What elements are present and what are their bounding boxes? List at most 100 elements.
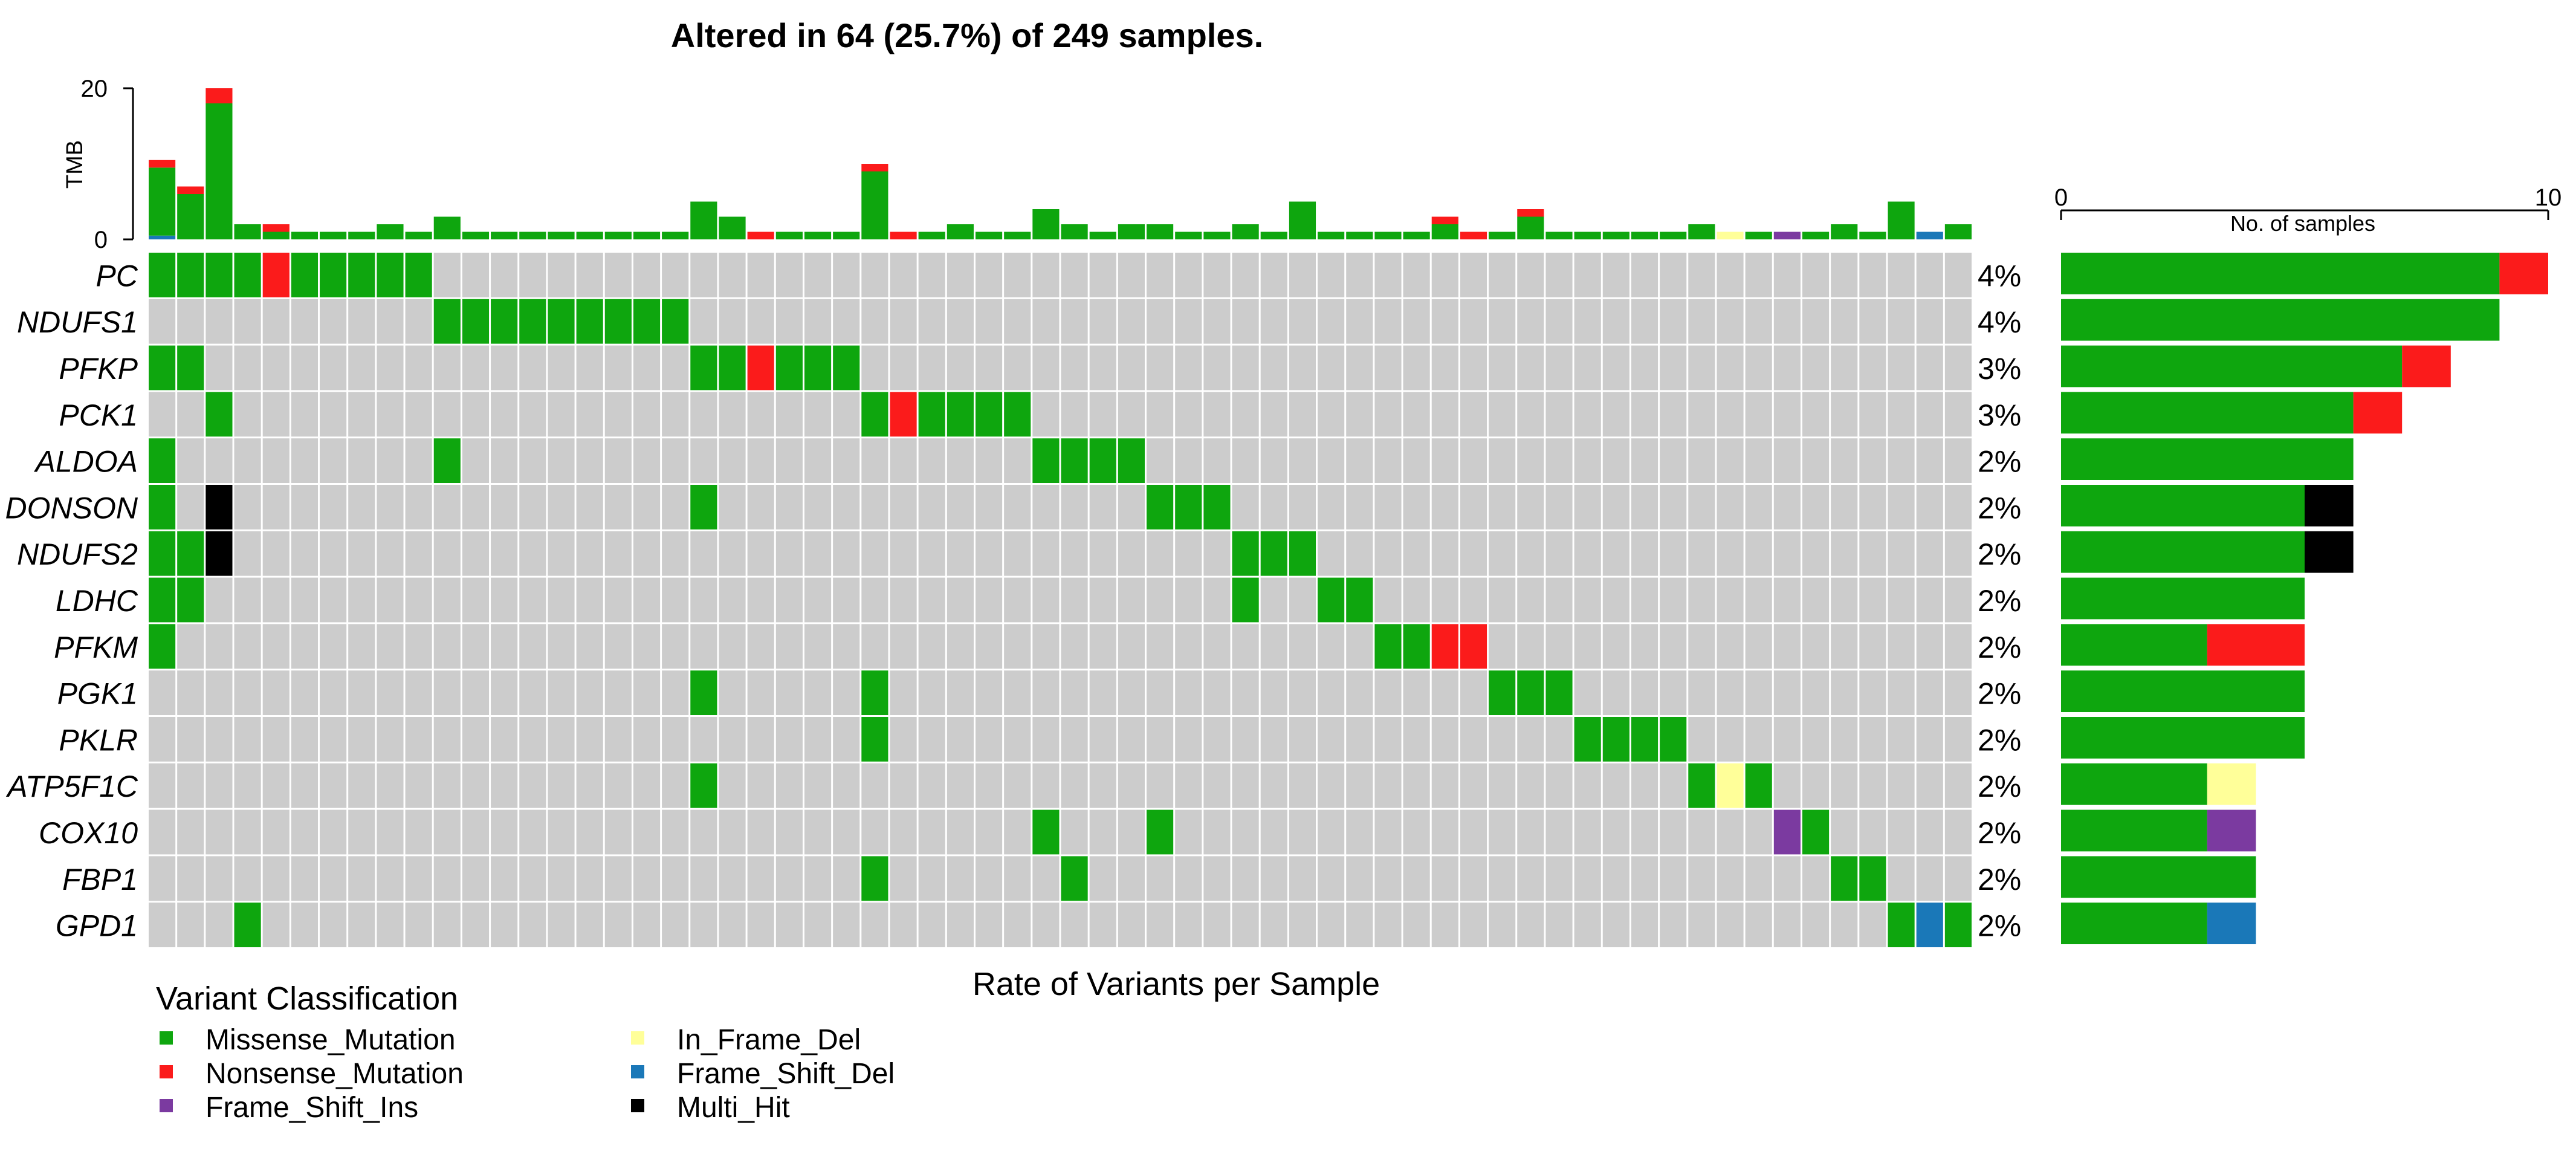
grid-cell-empty: [861, 531, 888, 576]
grid-cell-PFKP-20: [719, 345, 746, 391]
grid-cell-empty: [1374, 253, 1402, 297]
grid-cell-empty: [747, 763, 774, 808]
tmb-bar-segment: [1374, 232, 1402, 239]
grid-cell-empty: [177, 392, 204, 437]
grid-cell-empty: [1888, 624, 1915, 669]
grid-cell-empty: [1374, 670, 1402, 715]
grid-cell-empty: [1403, 531, 1430, 576]
gene-bar-segment: [2305, 531, 2354, 573]
grid-cell-empty: [1403, 392, 1430, 437]
grid-cell-empty: [320, 577, 347, 623]
grid-cell-empty: [1831, 903, 1858, 947]
grid-cell-empty: [262, 809, 290, 855]
legend: Variant Classification Missense_MutationN…: [156, 980, 895, 1124]
grid-cell-NDUFS1-12: [491, 299, 518, 344]
grid-cell-empty: [462, 253, 490, 297]
grid-cell-empty: [833, 392, 860, 437]
grid-cell-empty: [1032, 856, 1060, 901]
grid-cell-empty: [1602, 670, 1629, 715]
grid-cell-empty: [775, 903, 803, 947]
grid-cell-empty: [1688, 438, 1715, 483]
grid-cell-empty: [1944, 438, 1972, 483]
percentage-label: 3%: [1978, 398, 2021, 432]
grid-cell-empty: [1089, 670, 1116, 715]
grid-cell-PFKP-21: [747, 345, 774, 391]
grid-cell-empty: [1489, 345, 1516, 391]
grid-cell-empty: [405, 438, 432, 483]
grid-cell-empty: [576, 624, 603, 669]
grid-cell-empty: [1004, 670, 1031, 715]
grid-cell-empty: [1403, 438, 1430, 483]
grid-cell-empty: [1916, 809, 1943, 855]
grid-cell-empty: [1403, 345, 1430, 391]
grid-cell-empty: [1403, 485, 1430, 530]
grid-cell-empty: [205, 345, 233, 391]
grid-cell-empty: [1660, 345, 1687, 391]
grid-cell-empty: [1888, 392, 1915, 437]
grid-cell-empty: [1175, 763, 1202, 808]
grid-cell-empty: [1089, 531, 1116, 576]
grid-cell-empty: [433, 531, 461, 576]
grid-cell-PFKP-19: [690, 345, 717, 391]
grid-cell-empty: [405, 345, 432, 391]
grid-cell-empty: [1574, 531, 1601, 576]
grid-cell-empty: [320, 717, 347, 762]
grid-cell-empty: [1118, 345, 1145, 391]
grid-cell-PFKM-45: [1431, 624, 1458, 669]
grid-cell-empty: [1203, 903, 1231, 947]
grid-cell-empty: [1260, 856, 1287, 901]
grid-cell-empty: [149, 717, 176, 762]
grid-cell-empty: [890, 299, 917, 344]
grid-cell-empty: [604, 485, 632, 530]
gene-bar-segment: [2207, 624, 2305, 666]
grid-cell-empty: [1602, 809, 1629, 855]
grid-cell-empty: [1318, 809, 1345, 855]
grid-cell-empty: [775, 392, 803, 437]
grid-cell-empty: [1203, 253, 1231, 297]
grid-cell-empty: [1574, 345, 1601, 391]
tmb-bar-segment: [1431, 224, 1458, 239]
grid-cell-empty: [1602, 392, 1629, 437]
grid-cell-empty: [775, 717, 803, 762]
grid-cell-empty: [861, 345, 888, 391]
tmb-bar-segment: [1944, 224, 1972, 239]
grid-cell-empty: [320, 345, 347, 391]
grid-cell-NDUFS2-1: [177, 531, 204, 576]
grid-cell-GPD1-61: [1888, 903, 1915, 947]
grid-cell-empty: [348, 531, 375, 576]
grid-cell-empty: [1802, 438, 1830, 483]
grid-cell-empty: [1089, 345, 1116, 391]
tmb-bar-segment: [262, 232, 290, 239]
grid-cell-empty: [1175, 299, 1202, 344]
grid-cell-PC-1: [177, 253, 204, 297]
grid-cell-empty: [291, 485, 319, 530]
grid-cell-empty: [918, 577, 945, 623]
grid-cell-empty: [1517, 253, 1544, 297]
grid-cell-empty: [1660, 903, 1687, 947]
grid-cell-empty: [519, 392, 546, 437]
grid-cell-empty: [1289, 253, 1316, 297]
grid-cell-empty: [1118, 392, 1145, 437]
grid-cell-empty: [1745, 624, 1772, 669]
grid-cell-empty: [1032, 299, 1060, 344]
grid-cell-empty: [1517, 903, 1544, 947]
grid-cell-empty: [975, 438, 1003, 483]
grid-cell-empty: [1403, 717, 1430, 762]
tmb-bar-segment: [1631, 232, 1659, 239]
gene-bar-segment: [2402, 345, 2451, 387]
grid-cell-empty: [1318, 299, 1345, 344]
grid-cell-empty: [1688, 670, 1715, 715]
grid-cell-empty: [833, 531, 860, 576]
grid-cell-empty: [604, 809, 632, 855]
grid-cell-empty: [1374, 438, 1402, 483]
grid-cell-empty: [348, 717, 375, 762]
grid-cell-empty: [377, 809, 404, 855]
grid-cell-empty: [633, 531, 661, 576]
grid-cell-empty: [1374, 763, 1402, 808]
grid-cell-NDUFS1-11: [462, 299, 490, 344]
grid-cell-empty: [205, 809, 233, 855]
grid-cell-empty: [833, 717, 860, 762]
grid-cell-empty: [662, 253, 689, 297]
grid-cell-empty: [1688, 717, 1715, 762]
tmb-bar-segment: [804, 232, 832, 239]
